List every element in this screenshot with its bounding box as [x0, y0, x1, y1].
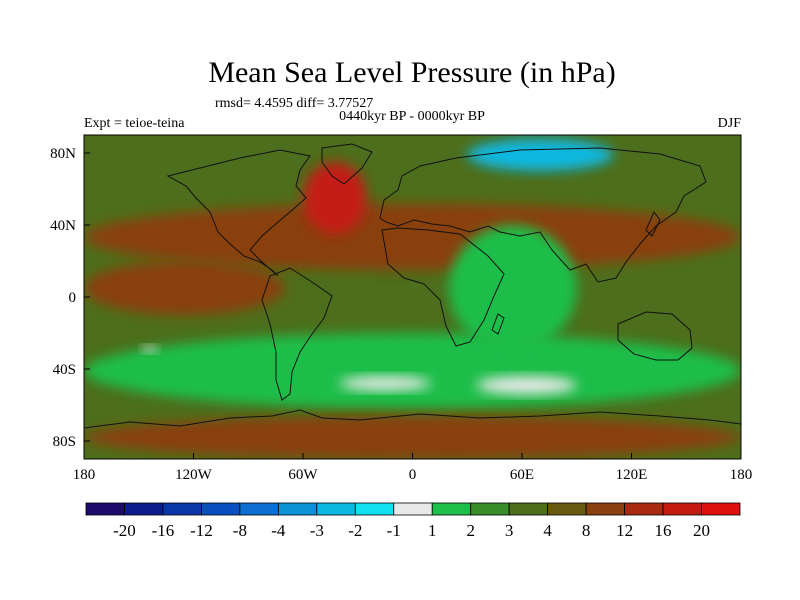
season-label: DJF [718, 116, 742, 131]
field-region-indian-ocean-min [476, 376, 577, 395]
field-region-pacific-south-min [142, 345, 157, 353]
colorbar-label: -12 [190, 521, 213, 540]
colorbar-label: -16 [152, 521, 175, 540]
colorbar-swatch [162, 502, 202, 516]
y-tick-label: 0 [69, 290, 77, 306]
colorbar: -20 -16 -12 -8 -4 -3 -2 -1 1 2 3 4 8 12 16 20 [85, 502, 741, 540]
colorbar-swatch [277, 502, 318, 516]
x-tick-label: 60W [288, 467, 318, 483]
x-tick-label: 60E [510, 467, 534, 483]
colorbar-swatch [201, 502, 241, 516]
colorbar-swatch [624, 502, 664, 516]
colorbar-swatch [470, 502, 510, 516]
colorbar-label: 16 [655, 521, 672, 540]
colorbar-label: 1 [428, 521, 437, 540]
colorbar-swatch [585, 502, 625, 516]
colorbar-label: -3 [310, 521, 324, 540]
y-tick-label: 80S [53, 434, 76, 450]
pressure-field [84, 135, 741, 459]
x-tick-label: 180 [73, 467, 96, 483]
colorbar-label: 2 [466, 521, 475, 540]
south-america-coast [261, 267, 333, 401]
colorbar-label: -2 [348, 521, 362, 540]
colorbar-swatch [85, 502, 125, 516]
colorbar-label: -1 [387, 521, 401, 540]
expt-label: Expt = teioe-teina [84, 116, 185, 131]
africa-coast [381, 227, 505, 347]
colorbar-label: -20 [113, 521, 136, 540]
stats-text: rmsd= 4.4595 diff= 3.77527 [215, 96, 373, 111]
colorbar-swatch [508, 502, 549, 516]
colorbar-swatch [316, 502, 356, 516]
madagascar-coast [491, 313, 505, 335]
x-tick-label: 120E [616, 467, 648, 483]
colorbar-label: 3 [505, 521, 514, 540]
colorbar-label: 8 [582, 521, 591, 540]
period-label: 0440kyr BP - 0000kyr BP [339, 109, 485, 124]
field-region-south-ocean-green [84, 333, 741, 409]
colorbar-swatch [393, 502, 433, 516]
antarctica-coast [84, 409, 741, 429]
eurasia-coast [379, 147, 707, 283]
australia-coast [617, 311, 693, 361]
north-america-coast [166, 149, 311, 277]
colorbar-label: -8 [233, 521, 247, 540]
colorbar-swatch [547, 502, 587, 516]
y-axis: 80N 40N 0 40S 80S [50, 146, 90, 450]
x-tick-label: 0 [409, 467, 417, 483]
x-axis: 180 120W 60W 0 60E 120E 180 [73, 453, 753, 483]
colorbar-label: 20 [693, 521, 710, 540]
field-region-north-band-8-12 [84, 203, 741, 270]
x-tick-label: 120W [175, 467, 213, 483]
x-tick-label: 180 [730, 467, 753, 483]
field-region-south-atlantic-min [339, 376, 431, 391]
greenland-coast [321, 143, 373, 185]
colorbar-swatch [354, 502, 395, 516]
field-region-india-green [449, 225, 577, 351]
y-tick-label: 40N [50, 218, 76, 234]
y-tick-label: 80N [50, 146, 76, 162]
colorbar-label: -4 [271, 521, 286, 540]
colorbar-label: 4 [543, 521, 552, 540]
chart-title: Mean Sea Level Pressure (in hPa) [208, 56, 615, 89]
y-tick-label: 40S [53, 362, 76, 378]
field-region-antarctica-8-12 [84, 415, 741, 459]
colorbar-label: 12 [616, 521, 633, 540]
coastlines [84, 143, 741, 429]
field-region-north-atlantic-high [303, 162, 367, 234]
colorbar-swatch [124, 502, 164, 516]
colorbar-swatch [431, 502, 472, 516]
colorbar-swatch [239, 502, 279, 516]
field-region-pacific-south-8-12 [84, 261, 285, 315]
field-region-siberia-low [467, 138, 614, 171]
colorbar-swatch [701, 502, 741, 516]
colorbar-swatch [662, 502, 702, 516]
japan-coast [645, 211, 661, 237]
